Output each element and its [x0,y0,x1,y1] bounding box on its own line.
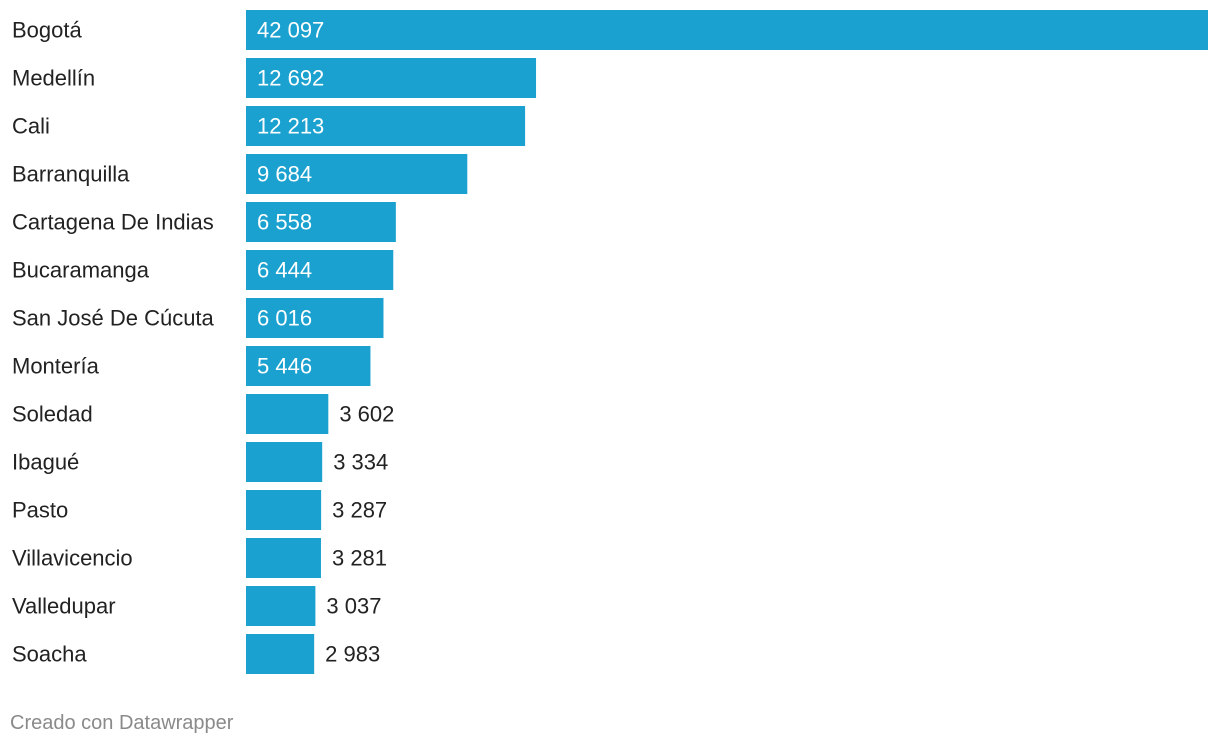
value-label: 12 692 [257,66,324,91]
category-label: Cali [12,114,50,139]
value-label: 2 983 [325,642,380,667]
bar-row: San José De Cúcuta 6 016 [12,298,384,338]
value-label: 9 684 [257,162,312,187]
bar-row: Soledad 3 602 [12,394,394,434]
value-label: 5 446 [257,354,312,379]
bar-row: Valledupar 3 037 [12,586,381,626]
bar [246,586,316,626]
category-label: Bucaramanga [12,258,150,283]
bar-row: Medellín 12 692 [12,58,537,98]
bar [246,10,1208,50]
category-label: Soledad [12,402,93,427]
value-label: 6 558 [257,210,312,235]
bar-row: Barranquilla 9 684 [12,154,468,194]
category-label: Ibagué [12,450,79,475]
bar-row: Pasto 3 287 [12,490,387,530]
bar-row: Bucaramanga 6 444 [12,250,394,290]
value-label: 3 287 [332,498,387,523]
value-label: 3 602 [339,402,394,427]
bar [246,346,371,386]
bar [246,298,384,338]
bar [246,634,315,674]
category-label: San José De Cúcuta [12,306,215,331]
value-label: 6 444 [257,258,312,283]
bar-row: Villavicencio 3 281 [12,538,387,578]
bar [246,442,323,482]
bar-row: Soacha 2 983 [12,634,380,674]
bar [246,490,322,530]
bar-row: Cali 12 213 [12,106,526,146]
bar [246,58,537,98]
bar [246,154,468,194]
bar [246,250,394,290]
value-label: 3 037 [326,594,381,619]
category-label: Barranquilla [12,162,130,187]
value-label: 6 016 [257,306,312,331]
value-label: 3 334 [333,450,388,475]
value-label: 12 213 [257,114,324,139]
bar-row: Cartagena De Indias 6 558 [12,202,396,242]
bar [246,394,329,434]
bar [246,202,396,242]
category-label: Valledupar [12,594,116,619]
category-label: Cartagena De Indias [12,210,214,235]
bar-row: Bogotá 42 097 [12,10,1208,50]
bar-row: Montería 5 446 [12,346,371,386]
category-label: Pasto [12,498,68,523]
bar [246,538,321,578]
category-label: Villavicencio [12,546,133,571]
value-label: 42 097 [257,18,324,43]
category-label: Bogotá [12,18,82,43]
value-label: 3 281 [332,546,387,571]
bar-row: Ibagué 3 334 [12,442,388,482]
bar [246,106,526,146]
category-label: Soacha [12,642,87,667]
category-label: Montería [12,354,100,379]
footer-credit: Creado con Datawrapper [10,712,234,734]
category-label: Medellín [12,66,95,91]
